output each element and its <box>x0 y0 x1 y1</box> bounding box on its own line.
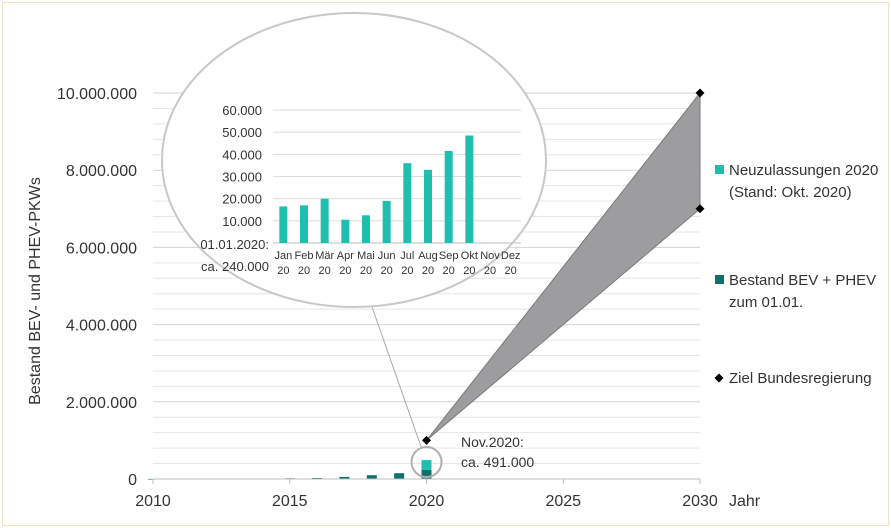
legend-label: (Stand: Okt. 2020) <box>729 184 852 201</box>
inset-y-tick-label: 60.000 <box>222 103 262 118</box>
bar-bestand <box>339 476 350 479</box>
x-tick-label: 2015 <box>272 493 308 510</box>
y-axis-title: Bestand BEV- und PHEV-PKWs <box>27 177 44 405</box>
inset-x-tick-year: 20 <box>401 265 413 277</box>
inset-x-tick-month: Mai <box>357 250 375 262</box>
inset-bar <box>403 163 412 243</box>
inset-y-tick-label: 20.000 <box>222 192 262 207</box>
inset-x-tick-year: 20 <box>484 265 496 277</box>
inset-x-tick-month: Dez <box>501 250 521 262</box>
y-tick-label: 0 <box>128 472 137 489</box>
target-corridor <box>426 91 701 441</box>
inset-y-tick-label: 50.000 <box>222 125 262 140</box>
legend-item: Bestand BEV + PHEV zum 01.01. <box>715 272 876 311</box>
inset-x-tick-month: Feb <box>295 250 314 262</box>
bar-neuzulassungen <box>421 460 432 470</box>
legend-marker <box>714 373 724 383</box>
annotation-nov-1: Nov.2020: <box>461 434 524 450</box>
bar-bestand <box>394 473 405 479</box>
inset-y-tick-label: 40.000 <box>222 147 262 162</box>
inset-x-tick-year: 20 <box>463 265 475 277</box>
legend: Neuzulassungen 2020 (Stand: Okt. 2020) Bes… <box>714 162 878 387</box>
inset-x-tick-year: 20 <box>277 265 289 277</box>
x-axis-title: Jahr <box>729 493 761 510</box>
inset-bar <box>320 198 329 243</box>
inset-bar <box>300 205 308 243</box>
annotation-nov-2: ca. 491.000 <box>461 454 534 470</box>
inset-x-tick-year: 20 <box>298 265 310 277</box>
main-labels: Nov.2020: ca. 491.000 <box>461 434 534 470</box>
legend-label: Bestand BEV + PHEV <box>729 272 876 289</box>
legend-swatch <box>715 275 724 284</box>
zoom-connector <box>370 303 422 449</box>
x-tick-label: 2030 <box>682 493 718 510</box>
inset-x-tick-year: 20 <box>360 265 372 277</box>
inset-x-tick-month: Jun <box>378 250 396 262</box>
inset-bar <box>424 169 432 243</box>
legend-swatch <box>715 165 724 174</box>
inset-x-tick-year: 20 <box>505 265 517 277</box>
target-marker <box>422 435 431 445</box>
inset-bar <box>341 219 350 243</box>
y-tick-label: 6.000.000 <box>66 240 137 257</box>
inset-x-tick-year: 20 <box>339 265 351 277</box>
inset-x-tick-month: Aug <box>418 250 438 262</box>
zoom-source-circle <box>410 446 443 478</box>
legend-label: Neuzulassungen 2020 <box>729 162 878 179</box>
inset-y-tick-label: 30.000 <box>222 170 262 185</box>
y-tick-label: 8.000.000 <box>66 163 137 180</box>
y-tick-label: 4.000.000 <box>66 318 137 335</box>
y-tick-label: 2.000.000 <box>66 395 137 412</box>
inset-bar <box>465 135 474 243</box>
target-marker <box>695 204 705 214</box>
bar-bestand <box>366 475 377 479</box>
x-tick-label: 2025 <box>545 493 581 510</box>
inset-x-tick-month: Nov <box>480 250 500 262</box>
target-marker <box>695 88 705 98</box>
inset-y-tick-label: 10.000 <box>222 214 262 229</box>
inset-x-tick-month: Okt <box>461 250 478 262</box>
inset-x-tick-month: Sep <box>439 250 459 262</box>
inset-x-tick-year: 20 <box>443 265 455 277</box>
x-tick-label: 2010 <box>135 493 171 510</box>
inset-zoom: 10.000 20.000 30.000 40.000 50.000 60.000 Jan 2… <box>161 12 547 478</box>
inset-x-tick-month: Apr <box>337 250 354 262</box>
legend-item: Ziel Bundesregierung <box>714 370 872 387</box>
inset-x-tick-month: Jan <box>274 250 292 262</box>
inset-bar <box>362 215 370 243</box>
bar-bestand <box>421 469 432 479</box>
inset-x-tick-month: Mär <box>315 250 334 262</box>
inset-bar <box>444 151 453 243</box>
main-axes: 0 2.000.000 4.000.000 6.000.000 8.000.000 10.… <box>27 86 761 510</box>
legend-label: zum 01.01. <box>729 294 803 311</box>
inset-x-tick-year: 20 <box>319 265 331 277</box>
inset-bar <box>279 206 288 243</box>
main-bars <box>148 460 432 480</box>
target-area <box>422 88 705 445</box>
legend-label: Ziel Bundesregierung <box>729 370 872 387</box>
inset-bar <box>382 200 391 243</box>
inset-x-tick-month: Jul <box>400 250 414 262</box>
inset-x-tick-year: 20 <box>381 265 393 277</box>
inset-base-label-2: ca. 240.000 <box>201 259 269 274</box>
inset-base-label-1: 01.01.2020: <box>200 237 269 252</box>
inset-x-tick-year: 20 <box>422 265 434 277</box>
y-tick-label: 10.000.000 <box>57 86 137 103</box>
x-tick-label: 2020 <box>409 493 445 510</box>
legend-item: Neuzulassungen 2020 (Stand: Okt. 2020) <box>715 162 878 201</box>
